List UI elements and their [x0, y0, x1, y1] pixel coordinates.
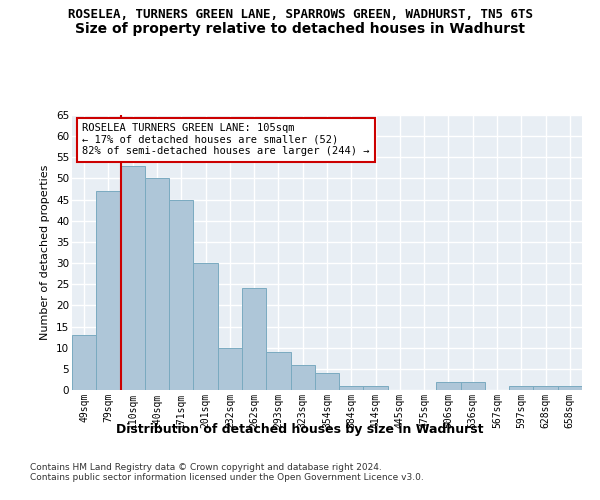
Bar — [193, 263, 218, 390]
Text: Size of property relative to detached houses in Wadhurst: Size of property relative to detached ho… — [75, 22, 525, 36]
Bar — [364, 386, 388, 390]
Bar — [72, 335, 96, 390]
Bar — [242, 288, 266, 390]
Bar — [290, 364, 315, 390]
Bar — [509, 386, 533, 390]
Text: Distribution of detached houses by size in Wadhurst: Distribution of detached houses by size … — [116, 422, 484, 436]
Text: ROSELEA, TURNERS GREEN LANE, SPARROWS GREEN, WADHURST, TN5 6TS: ROSELEA, TURNERS GREEN LANE, SPARROWS GR… — [67, 8, 533, 20]
Bar — [218, 348, 242, 390]
Bar — [533, 386, 558, 390]
Bar — [266, 352, 290, 390]
Bar — [169, 200, 193, 390]
Bar — [461, 382, 485, 390]
Text: ROSELEA TURNERS GREEN LANE: 105sqm
← 17% of detached houses are smaller (52)
82%: ROSELEA TURNERS GREEN LANE: 105sqm ← 17%… — [82, 123, 370, 156]
Text: Contains HM Land Registry data © Crown copyright and database right 2024.
Contai: Contains HM Land Registry data © Crown c… — [30, 462, 424, 482]
Bar — [315, 373, 339, 390]
Bar — [121, 166, 145, 390]
Bar — [96, 191, 121, 390]
Bar — [339, 386, 364, 390]
Bar — [145, 178, 169, 390]
Bar — [558, 386, 582, 390]
Bar — [436, 382, 461, 390]
Y-axis label: Number of detached properties: Number of detached properties — [40, 165, 50, 340]
